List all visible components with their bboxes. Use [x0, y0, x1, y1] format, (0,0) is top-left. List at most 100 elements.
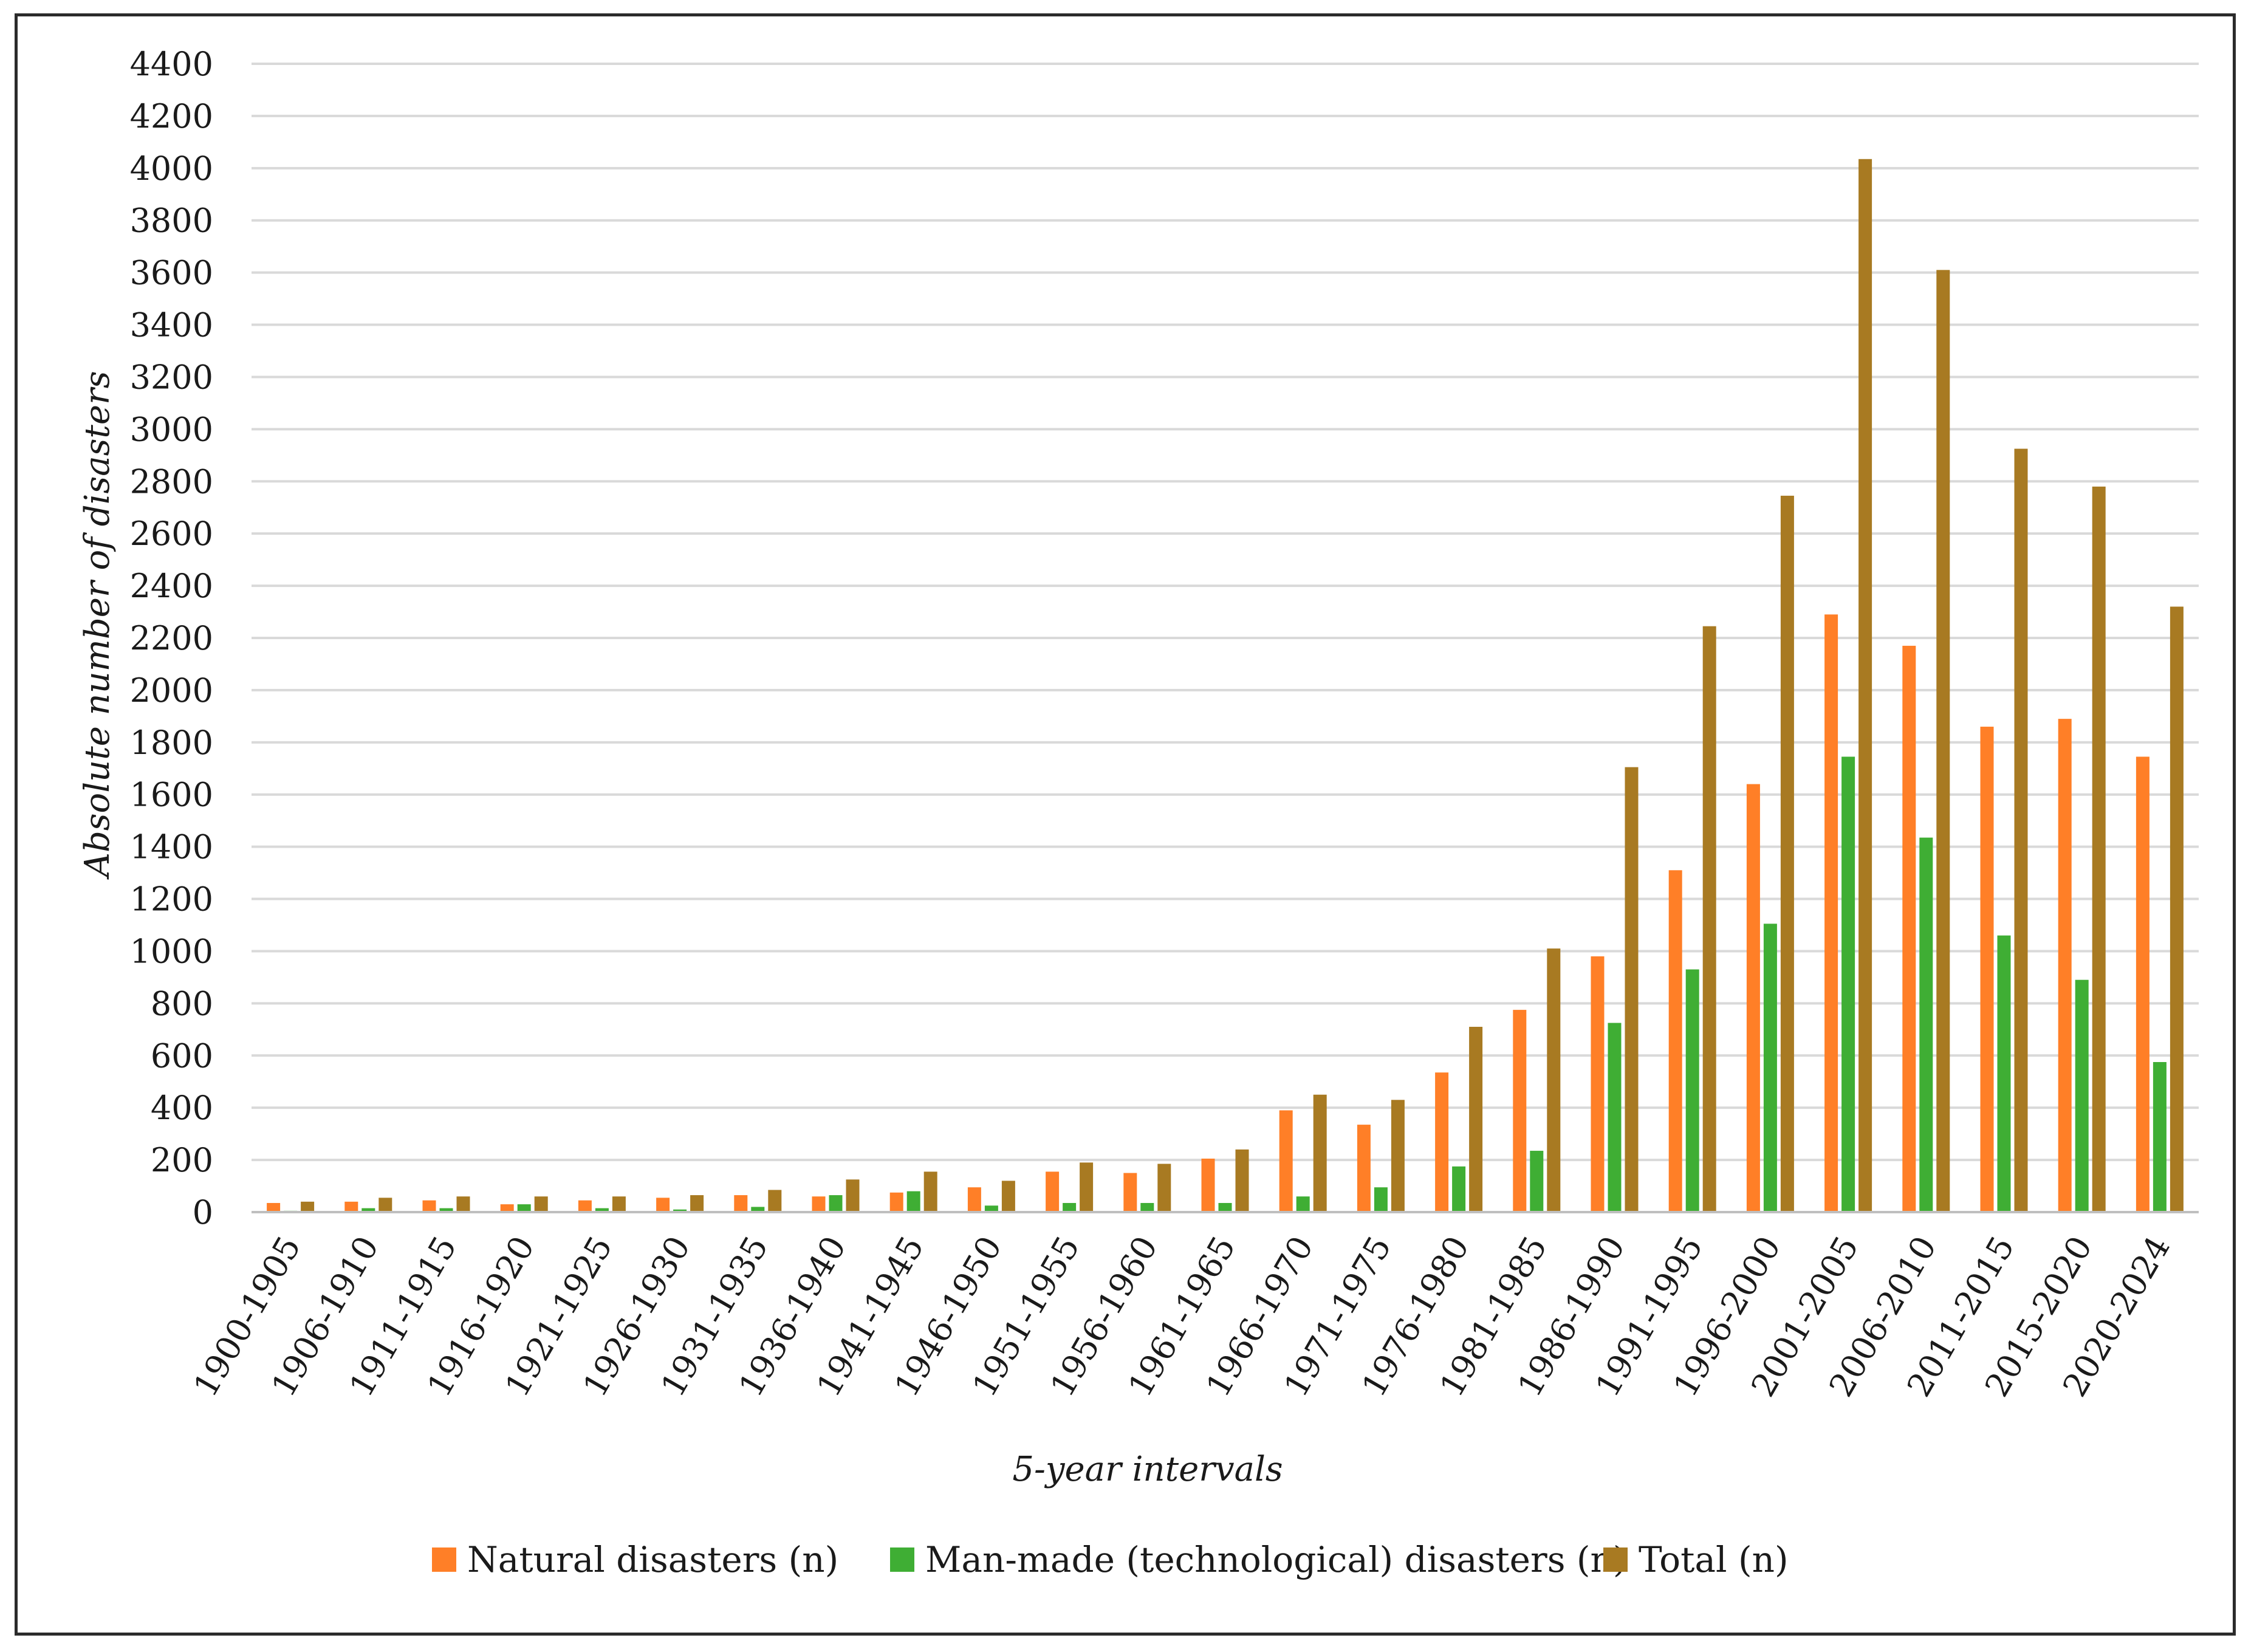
- bar: [690, 1195, 704, 1212]
- bar: [1780, 495, 1794, 1212]
- y-tick-label: 3600: [130, 254, 213, 292]
- bar: [2058, 719, 2072, 1212]
- legend-label: Man-made (technological) disasters (n): [925, 1539, 1627, 1580]
- bar: [1218, 1202, 1232, 1212]
- legend-label: Total (n): [1639, 1539, 1789, 1580]
- bar: [1841, 756, 1855, 1212]
- bar: [1235, 1149, 1249, 1212]
- bar: [500, 1204, 514, 1212]
- bar: [1391, 1100, 1405, 1212]
- bar: [1046, 1171, 1060, 1212]
- bar: [1296, 1196, 1310, 1212]
- bar: [1452, 1166, 1466, 1212]
- bar: [1591, 956, 1605, 1212]
- legend-swatch: [432, 1547, 456, 1572]
- bar: [812, 1196, 826, 1212]
- y-tick-label: 2800: [130, 462, 213, 501]
- bar: [1513, 1010, 1527, 1212]
- bar: [1858, 159, 1872, 1213]
- y-tick-label: 3400: [130, 306, 213, 344]
- bar: [1140, 1202, 1154, 1212]
- bar: [2014, 448, 2028, 1212]
- y-tick-label: 1600: [130, 776, 213, 814]
- y-tick-label: 1400: [130, 828, 213, 866]
- bar: [1374, 1187, 1388, 1212]
- bar: [1435, 1072, 1449, 1212]
- chart-frame: 0 200 400 600 800 1000 1200 1400 1600 1800 2000 220…: [15, 13, 2236, 1636]
- bar: [1625, 767, 1639, 1212]
- y-tick-label: 800: [151, 984, 213, 1023]
- bar: [1469, 1027, 1483, 1212]
- bar: [829, 1195, 843, 1212]
- bar: [2092, 486, 2106, 1212]
- bar: [379, 1198, 392, 1212]
- bar: [734, 1195, 748, 1212]
- bar: [923, 1171, 937, 1212]
- bar: [1080, 1162, 1094, 1212]
- y-tick-label: 2200: [130, 619, 213, 657]
- bar: [456, 1196, 470, 1212]
- y-tick-label: 1000: [130, 932, 213, 970]
- bar: [422, 1200, 436, 1212]
- bar: [1357, 1125, 1371, 1212]
- bar: [1279, 1110, 1293, 1212]
- y-tick-label: 600: [151, 1037, 213, 1075]
- bar: [846, 1179, 860, 1212]
- bar: [1763, 924, 1777, 1212]
- bar: [534, 1196, 548, 1212]
- bar: [1001, 1181, 1015, 1212]
- bar: [612, 1196, 626, 1212]
- bar: [1936, 270, 1950, 1212]
- y-tick-label: 2000: [130, 671, 213, 710]
- bar: [267, 1202, 281, 1212]
- bar: [595, 1208, 609, 1212]
- bar: [1668, 870, 1682, 1212]
- x-axis-title: 5-year intervals: [1012, 1450, 1283, 1489]
- y-axis-title: Absolute number of disasters: [78, 371, 117, 880]
- y-tick-label: 3200: [130, 358, 213, 396]
- y-tick-label: 3000: [130, 410, 213, 448]
- y-tick-label: 3800: [130, 202, 213, 240]
- y-tick-label: 2600: [130, 515, 213, 553]
- bar: [673, 1209, 687, 1212]
- y-axis-tick-labels: 0 200 400 600 800 1000 1200 1400 1600 1800 2000 220…: [130, 45, 213, 1232]
- bar: [1746, 784, 1760, 1212]
- bar: [1201, 1158, 1215, 1212]
- bar: [1547, 948, 1561, 1212]
- bar: [1824, 614, 1838, 1212]
- bar: [906, 1191, 920, 1212]
- y-tick-label: 4200: [130, 97, 213, 135]
- bar: [1997, 935, 2011, 1212]
- legend-swatch: [1603, 1547, 1628, 1572]
- bar: [656, 1198, 670, 1212]
- bar: [2153, 1062, 2167, 1212]
- bar: [361, 1208, 375, 1212]
- x-axis-tick-labels: 1900-19051906-19101911-19151916-19201921…: [186, 1230, 2177, 1403]
- y-tick-label: 1800: [130, 724, 213, 762]
- legend-swatch: [890, 1547, 914, 1572]
- legend-label: Natural disasters (n): [467, 1539, 838, 1580]
- y-tick-label: 2400: [130, 567, 213, 605]
- bar: [2136, 756, 2150, 1212]
- bar: [768, 1190, 782, 1212]
- bar: [751, 1207, 765, 1212]
- y-tick-label: 4000: [130, 149, 213, 188]
- bar: [1123, 1173, 1137, 1212]
- bars: [267, 159, 2184, 1213]
- bar: [1902, 645, 1916, 1212]
- bar-chart: 0 200 400 600 800 1000 1200 1400 1600 1800 2000 220…: [78, 45, 2199, 1580]
- bar: [344, 1201, 358, 1212]
- bar: [1685, 969, 1699, 1212]
- bar: [967, 1187, 981, 1212]
- bar: [1980, 727, 1994, 1212]
- bar: [1530, 1151, 1544, 1212]
- bar: [2170, 606, 2184, 1212]
- bar: [578, 1200, 592, 1212]
- y-tick-label: 200: [151, 1141, 213, 1179]
- bar: [517, 1204, 531, 1212]
- gridlines: [252, 63, 2199, 1162]
- bar: [1919, 837, 1933, 1212]
- bar: [1313, 1094, 1327, 1212]
- y-tick-label: 0: [193, 1193, 213, 1232]
- y-tick-label: 4400: [130, 45, 213, 83]
